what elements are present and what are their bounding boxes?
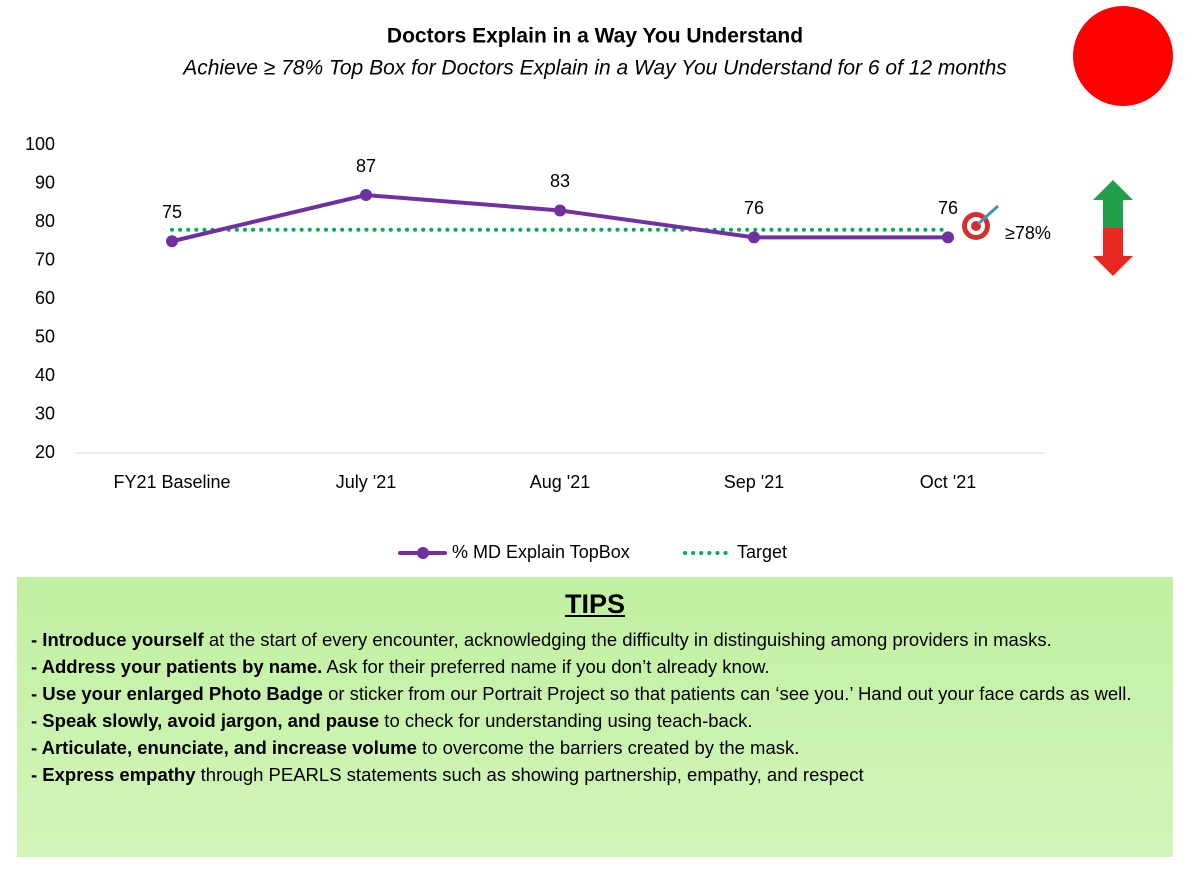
y-tick-label: 60	[35, 288, 55, 308]
series-marker	[748, 231, 760, 244]
target-annotation: ≥78%	[1005, 223, 1051, 243]
y-tick-label: 20	[35, 442, 55, 462]
y-tick-label: 70	[35, 249, 55, 269]
series-marker	[360, 189, 372, 202]
tip-heading: - Use your enlarged Photo Badge	[31, 683, 323, 704]
tip-heading: - Articulate, enunciate, and increase vo…	[31, 737, 417, 758]
tip-text: Ask for their preferred name if you don’…	[322, 656, 770, 677]
chart-subtitle: Achieve ≥ 78% Top Box for Doctors Explai…	[181, 57, 1007, 80]
tip-text: at the start of every encounter, acknowl…	[203, 629, 1052, 650]
series-line	[170, 193, 950, 244]
tip-item: - Introduce yourself at the start of eve…	[31, 626, 1159, 653]
x-tick-label: Sep '21	[724, 472, 785, 492]
x-tick-label: Oct '21	[920, 472, 976, 492]
chart: Doctors Explain in a Way You Understand …	[25, 6, 1173, 562]
x-tick-label: FY21 Baseline	[113, 472, 230, 492]
tip-heading: - Express empathy	[31, 764, 196, 785]
tip-text: through PEARLS statements such as showin…	[195, 764, 864, 785]
x-tick-label: Aug '21	[530, 472, 591, 492]
target-icon	[962, 204, 1000, 240]
data-label: 75	[162, 202, 182, 222]
y-tick-label: 40	[35, 365, 55, 385]
tip-text: to check for understanding using teach-b…	[379, 710, 753, 731]
series-marker	[166, 235, 178, 248]
chart-title: Doctors Explain in a Way You Understand	[387, 25, 803, 48]
tip-heading: - Address your patients by name.	[31, 656, 323, 677]
tip-text: or sticker from our Portrait Project so …	[322, 683, 1132, 704]
tip-item: - Use your enlarged Photo Badge or stick…	[31, 680, 1159, 707]
status-indicator	[1073, 6, 1173, 106]
legend-marker	[417, 547, 429, 559]
y-tick-label: 100	[25, 134, 55, 154]
tip-item: - Address your patients by name. Ask for…	[31, 653, 1159, 680]
tip-heading: - Speak slowly, avoid jargon, and pause	[31, 710, 380, 731]
tips-panel: TIPS - Introduce yourself at the start o…	[17, 577, 1173, 857]
tips-list: - Introduce yourself at the start of eve…	[31, 626, 1159, 788]
y-tick-label: 50	[35, 326, 55, 346]
trend-arrows	[1093, 180, 1133, 276]
y-tick-label: 80	[35, 211, 55, 231]
series-marker	[942, 231, 954, 244]
tip-heading: - Introduce yourself	[31, 629, 204, 650]
tips-title: TIPS	[564, 589, 625, 619]
legend-label: Target	[737, 542, 787, 562]
tip-text: to overcome the barriers created by the …	[416, 737, 800, 758]
tip-item: - Express empathy through PEARLS stateme…	[31, 761, 1159, 788]
y-tick-label: 30	[35, 403, 55, 423]
x-tick-label: July '21	[336, 472, 396, 492]
data-label: 87	[356, 156, 376, 176]
tip-item: - Speak slowly, avoid jargon, and pause …	[31, 707, 1159, 734]
tip-item: - Articulate, enunciate, and increase vo…	[31, 734, 1159, 761]
data-label: 83	[550, 171, 570, 191]
y-tick-label: 90	[35, 172, 55, 192]
legend-label: % MD Explain TopBox	[452, 542, 630, 562]
series-marker	[554, 204, 566, 217]
data-label: 76	[938, 198, 958, 218]
data-label: 76	[744, 198, 764, 218]
